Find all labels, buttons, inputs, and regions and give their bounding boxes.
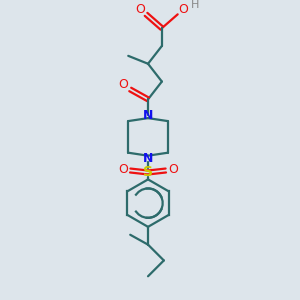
Text: O: O: [118, 163, 128, 176]
Text: O: O: [179, 3, 188, 16]
Text: O: O: [135, 3, 145, 16]
Text: N: N: [143, 152, 153, 165]
Text: O: O: [118, 78, 128, 91]
Text: H: H: [191, 0, 200, 11]
Text: S: S: [143, 166, 153, 179]
Text: N: N: [143, 109, 153, 122]
Text: O: O: [168, 163, 178, 176]
